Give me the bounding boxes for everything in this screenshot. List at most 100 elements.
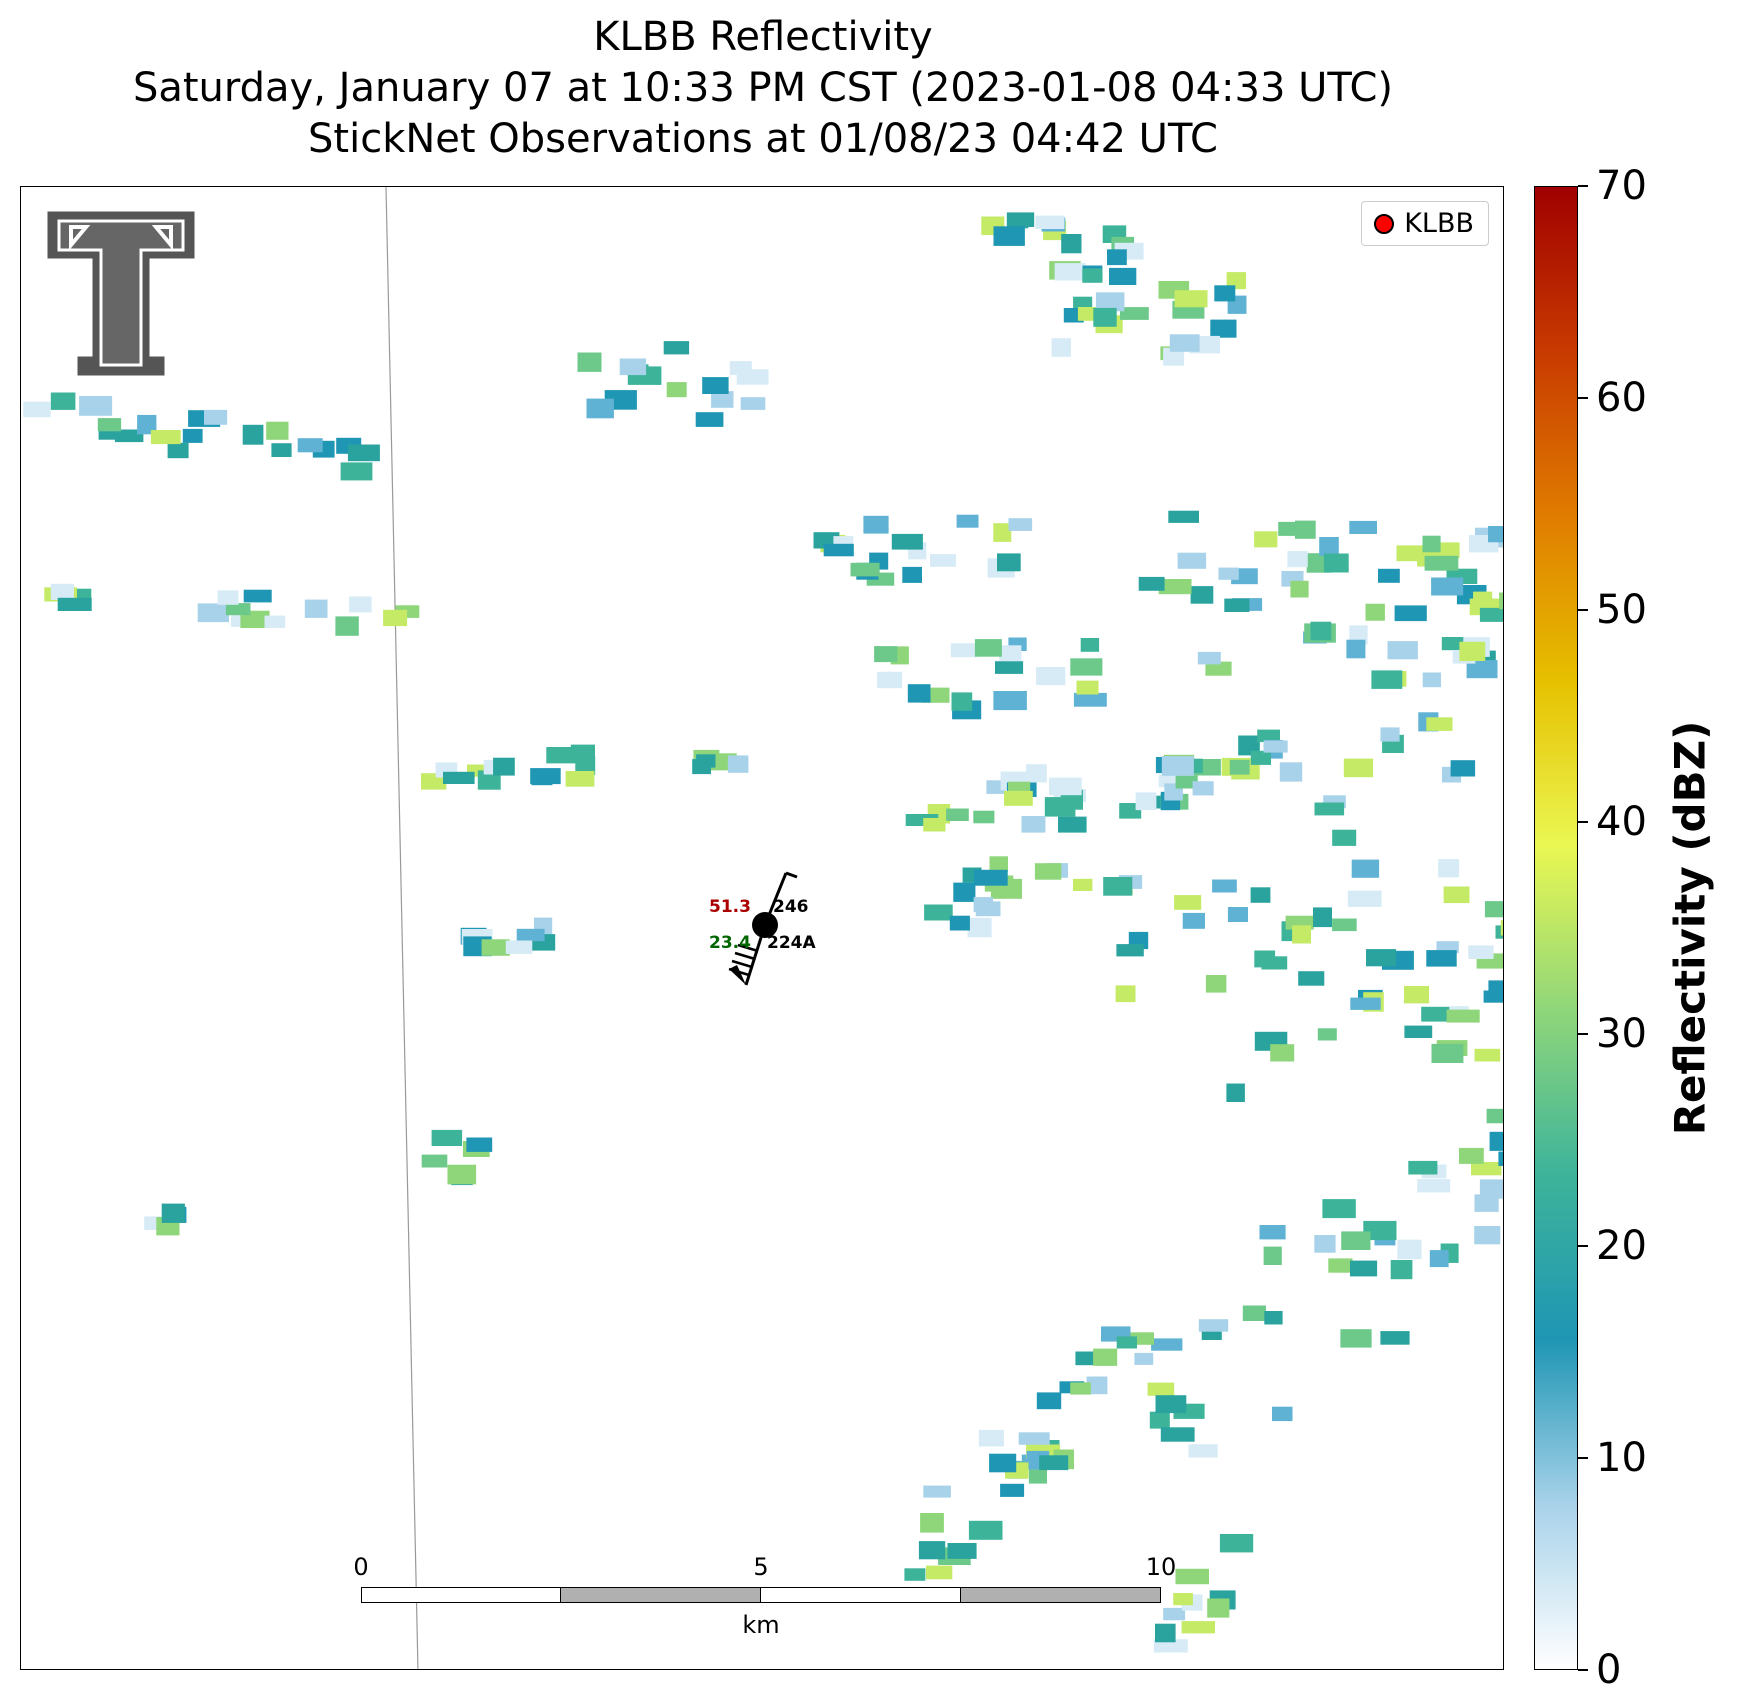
echo-pixel <box>1174 290 1208 308</box>
texas-tech-logo <box>44 208 198 379</box>
echo-pixel <box>1160 1427 1195 1442</box>
echo-pixel <box>225 603 251 616</box>
colorbar-tick-label: 10 <box>1596 1435 1647 1481</box>
echo-pixel <box>1008 781 1031 794</box>
echo-pixel <box>493 757 515 776</box>
echo-pixel <box>1429 1250 1449 1268</box>
echo-pixel <box>973 897 993 912</box>
echo-pixel <box>271 443 292 457</box>
echo-pixel <box>1408 1160 1438 1175</box>
echo-pixel <box>1077 307 1096 321</box>
echo-pixel <box>1151 1338 1183 1351</box>
echo-pixel <box>1109 267 1137 285</box>
echo-pixel <box>1474 1194 1499 1212</box>
echo-pixel <box>997 553 1021 572</box>
echo-pixel <box>1242 1305 1266 1321</box>
echo-pixel <box>1347 890 1382 907</box>
echo-pixel <box>1120 307 1149 320</box>
echo-pixel <box>1474 1226 1501 1245</box>
echo-pixel <box>1254 531 1278 548</box>
echo-pixel <box>1394 605 1427 622</box>
map-legend: KLBB <box>1361 201 1489 246</box>
echo-pixel <box>1155 1395 1187 1414</box>
echo-pixel <box>1351 859 1380 878</box>
echo-pixel <box>1021 816 1046 833</box>
title-line-1: KLBB Reflectivity <box>593 14 933 60</box>
echo-pixel <box>1116 944 1144 957</box>
map-title: KLBB Reflectivity Saturday, January 07 a… <box>0 12 1526 165</box>
echo-pixel <box>1417 1179 1451 1193</box>
echo-pixel <box>586 398 614 419</box>
echo-pixel <box>973 869 1008 886</box>
radar-echoes <box>23 212 1503 1653</box>
echo-pixel <box>1049 777 1082 796</box>
echo-pixel <box>1134 1352 1154 1365</box>
echo-pixel <box>619 358 647 376</box>
echo-pixel <box>297 438 323 453</box>
echo-pixel <box>1028 1469 1047 1484</box>
echo-pixel <box>1080 638 1100 652</box>
echo-pixel <box>923 1485 951 1498</box>
echo-pixel <box>150 430 181 445</box>
echo-pixel <box>1219 1534 1254 1553</box>
echo-pixel <box>182 428 203 443</box>
echo-pixel <box>1036 667 1066 686</box>
echo-pixel <box>993 691 1027 711</box>
echo-pixel <box>1163 347 1185 366</box>
echo-pixel <box>1380 1331 1410 1345</box>
reflectivity-field <box>23 187 1503 1669</box>
echo-pixel <box>1147 1382 1175 1396</box>
echo-pixel <box>1161 756 1194 776</box>
scale-tick-5: 5 <box>753 1553 769 1581</box>
echo-pixel <box>335 616 359 636</box>
echo-pixel <box>1093 1348 1118 1366</box>
echo-pixel <box>924 904 953 921</box>
station-temperature: 51.3 <box>709 897 751 917</box>
echo-pixel <box>1036 1392 1062 1410</box>
echo-pixel <box>421 1154 448 1168</box>
echo-pixel <box>995 661 1024 674</box>
echo-pixel <box>1174 895 1202 910</box>
echo-pixel <box>877 671 903 689</box>
echo-pixel <box>565 771 595 787</box>
echo-pixel <box>1317 1028 1337 1041</box>
echo-pixel <box>1116 1336 1137 1349</box>
echo-pixel <box>1107 249 1127 266</box>
echo-pixel <box>1424 555 1459 571</box>
echo-pixel <box>1218 567 1239 580</box>
radar-map[interactable]: KLBB 51.3 246 23.4 224A 0 5 10 km <box>20 186 1504 1670</box>
echo-pixel <box>1163 1607 1186 1621</box>
echo-pixel <box>1397 1239 1422 1260</box>
echo-pixel <box>1363 1220 1397 1241</box>
echo-pixel <box>1332 829 1357 846</box>
echo-pixel <box>1404 986 1430 1004</box>
echo-pixel <box>1238 735 1260 756</box>
echo-pixel <box>1054 263 1086 281</box>
echo-pixel <box>926 1565 953 1580</box>
echo-pixel <box>1210 319 1237 338</box>
echo-pixel <box>1095 292 1125 312</box>
echo-pixel <box>1259 1225 1286 1240</box>
echo-pixel <box>1135 792 1157 811</box>
echo-pixel <box>967 917 992 938</box>
echo-pixel <box>1168 510 1199 523</box>
echo-pixel <box>1479 1179 1503 1199</box>
echo-pixel <box>1190 586 1214 604</box>
colorbar-tick-label: 0 <box>1596 1647 1622 1693</box>
echo-pixel <box>1466 660 1498 679</box>
echo-pixel <box>1061 234 1082 254</box>
echo-pixel <box>1149 1411 1170 1429</box>
echo-pixel <box>696 754 716 768</box>
echo-pixel <box>891 533 923 550</box>
echo-pixel <box>443 771 475 784</box>
echo-pixel <box>956 514 979 528</box>
scale-segment <box>760 1587 961 1603</box>
echo-pixel <box>50 392 76 410</box>
echo-pixel <box>79 396 113 416</box>
station-pressure: 246 <box>773 897 809 917</box>
echo-pixel <box>973 810 995 824</box>
colorbar-tick <box>1578 185 1588 187</box>
echo-pixel <box>1188 1444 1218 1458</box>
echo-pixel <box>729 361 752 375</box>
echo-pixel <box>1039 1455 1069 1471</box>
